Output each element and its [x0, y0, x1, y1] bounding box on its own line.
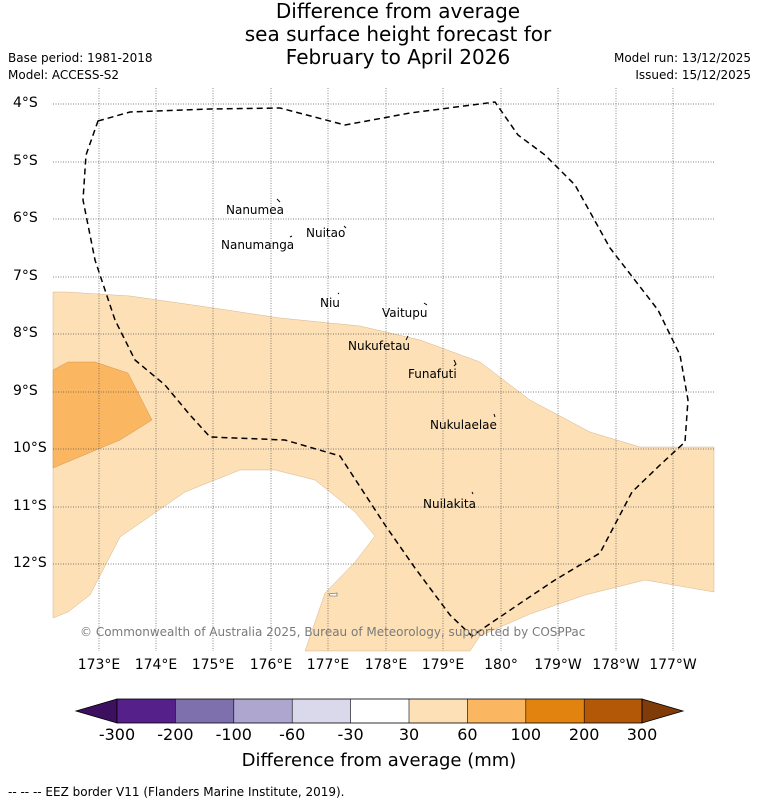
copyright-notice: © Commonwealth of Australia 2025, Bureau… [80, 625, 586, 639]
anomaly-region-30-60 [52, 291, 715, 652]
lat-label: 6°S [13, 210, 38, 226]
island-label-nanumea: Nanumea [226, 203, 284, 217]
colorbar-tick: -30 [337, 725, 364, 744]
colorbar-segment-6 [409, 699, 468, 723]
colorbar-segment-7 [467, 699, 526, 723]
model-name: Model: ACCESS-S2 [8, 68, 120, 82]
colorbar [74, 698, 685, 724]
colorbar-tick: -100 [215, 725, 252, 744]
lon-label: 178°E [364, 657, 408, 673]
issued-date: Issued: 15/12/2025 [635, 68, 751, 82]
island-label-nukufetau: Nukufetau [348, 339, 411, 353]
base-period: Base period: 1981-2018 [8, 51, 153, 65]
island-label-nuitao: Nuitao [306, 226, 346, 240]
colorbar-segment-4 [292, 699, 351, 723]
meta-left: Base period: 1981-2018 Model: ACCESS-S2 [8, 50, 153, 84]
title-line-3: February to April 2026 [285, 45, 511, 69]
lon-label: 173°E [77, 657, 121, 673]
eez-border-line [82, 101, 689, 637]
colorbar-tick: -200 [157, 725, 194, 744]
lat-label: 9°S [13, 383, 38, 399]
island-label-niu: Niu [320, 296, 340, 310]
colorbar-segment-2 [175, 699, 234, 723]
colorbar-extend-high [641, 698, 685, 724]
island-label-funafuti: Funafuti [408, 367, 457, 381]
colorbar-tick: -60 [279, 725, 306, 744]
lon-label: 177°E [306, 657, 350, 673]
colorbar-tick: 30 [398, 725, 420, 744]
lat-label: 11°S [13, 498, 47, 514]
title-line-2: sea surface height forecast for [244, 22, 552, 46]
colorbar-outline [116, 698, 643, 724]
small-land-patch [328, 592, 338, 597]
lat-label: 4°S [13, 95, 38, 111]
island-label-nanumanga: Nanumanga [221, 238, 295, 252]
lon-label: 174°E [134, 657, 178, 673]
colorbar-tick: -300 [98, 725, 136, 744]
map-title: Difference from average sea surface heig… [0, 0, 758, 69]
gridlines [53, 88, 714, 651]
colorbar-segment-5 [350, 699, 409, 723]
colorbar-segment-9 [584, 699, 642, 723]
lat-label: 12°S [13, 555, 47, 571]
colorbar-tick: 100 [510, 725, 542, 744]
lon-label: 175°E [191, 657, 235, 673]
colorbar-segment-1 [117, 699, 176, 723]
colorbar-tick: 200 [568, 725, 600, 744]
lat-label: 10°S [13, 440, 47, 456]
lon-label: 179°E [421, 657, 465, 673]
lon-label: 176°E [249, 657, 293, 673]
anomaly-region-60-100 [52, 361, 153, 469]
model-run: Model run: 13/12/2025 [613, 51, 751, 65]
colorbar-segment-8 [525, 699, 585, 723]
colorbar-extend-low [74, 698, 118, 724]
island-label-nuilakita: Nuilakita [423, 497, 476, 511]
colorbar-tick: 60 [457, 725, 478, 744]
lon-label: 177°W [649, 657, 697, 673]
island-label-nukulaelae: Nukulaelae [430, 418, 497, 432]
island-markers [276, 198, 496, 495]
title-line-1: Difference from average [275, 0, 521, 23]
lat-label: 5°S [13, 153, 38, 169]
lon-label: 180° [484, 657, 518, 673]
lon-label: 178°W [592, 657, 640, 673]
lon-label: 179°W [534, 657, 582, 673]
colorbar-tick: 300 [626, 725, 658, 744]
colorbar-label: Difference from average (mm) [241, 750, 517, 771]
eez-border-legend: -- -- -- EEZ border V11 (Flanders Marine… [8, 785, 345, 799]
meta-right: Model run: 13/12/2025 Issued: 15/12/2025 [614, 50, 751, 84]
lat-label: 7°S [13, 268, 38, 284]
lat-label: 8°S [13, 325, 38, 341]
island-label-vaitupu: Vaitupu [382, 306, 428, 320]
colorbar-segment-3 [233, 699, 293, 723]
